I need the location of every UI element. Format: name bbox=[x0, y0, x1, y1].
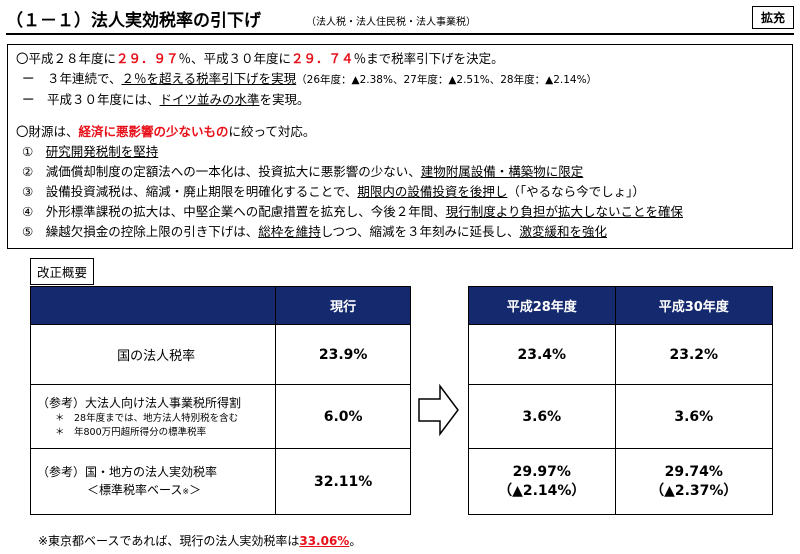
underlined-text: 建物附属設備・構築物に限定 bbox=[420, 164, 584, 179]
overview-label: 改正概要 bbox=[30, 258, 95, 285]
note: ＊ 28年度までは、地方法人特別税を含む bbox=[55, 412, 239, 424]
measure-3: ③ 設備投資減税は、縮減・廃止期限を明確化することで、期限内の設備投資を後押し（… bbox=[16, 182, 792, 202]
underlined-text: 総枠を維持 bbox=[258, 224, 321, 239]
text: ＜標準税率ベース bbox=[87, 482, 183, 497]
page-subtitle: （法人税・法人住民税・法人事業税） bbox=[306, 17, 476, 28]
col-h30: 平成30年度 bbox=[614, 286, 774, 325]
text: ② 減価償却制度の定額法への一本化は、投資拡大に悪影響の少ない、 bbox=[22, 164, 421, 179]
highlight-text: 経済に悪影響の少ないもの bbox=[78, 124, 229, 139]
text: ④ 外形標準課税の拡大は、中堅企業への配慮措置を拡充し、今後２年間、 bbox=[22, 204, 446, 219]
text: ＞ bbox=[189, 482, 202, 497]
current-effective: 32.11% bbox=[275, 448, 411, 515]
text: ③ 設備投資減税は、縮減・廃止期限を明確化することで、 bbox=[22, 184, 358, 199]
current-business: 6.0% bbox=[275, 384, 411, 449]
title-row: （１－１）法人実効税率の引下げ （法人税・法人住民税・法人事業税） 拡充 bbox=[6, 4, 794, 35]
label-main: （参考）大法人向け法人事業税所得割 bbox=[37, 395, 242, 410]
underlined-text: 税率引下げを実現 bbox=[196, 71, 297, 86]
summary-box: 〇平成２８年度に２９．９７％、平成３０年度に２９．７４％まで税率引下げを決定。 … bbox=[7, 44, 793, 249]
label-sub: ＜標準税率ベース※＞ bbox=[37, 481, 275, 501]
row-label-effective: （参考）国・地方の法人実効税率 ＜標準税率ベース※＞ bbox=[29, 448, 277, 515]
measure-2: ② 減価償却制度の定額法への一本化は、投資拡大に悪影響の少ない、建物附属設備・構… bbox=[16, 162, 792, 182]
text: 〇平成２８年度に bbox=[16, 51, 117, 66]
footnote: ※東京都ベースであれば、現行の法人実効税率は33.06%。 bbox=[38, 532, 361, 549]
measure-1: ① 研究開発税制を堅持 bbox=[16, 142, 792, 162]
h28-effective: 29.97% （▲2.14%） bbox=[468, 448, 616, 515]
summary-line-funding: 〇財源は、経済に悪影響の少ないものに絞って対応。 bbox=[16, 122, 792, 142]
underlined-text: ２％を超える bbox=[121, 71, 197, 86]
underlined-text: 激変緩和を強化 bbox=[519, 224, 608, 239]
underlined-text: 研究開発税制を堅持 bbox=[45, 144, 159, 159]
text: （「やるなら今でしょ」） bbox=[507, 184, 645, 199]
row-label-national: 国の法人税率 bbox=[29, 324, 277, 385]
note-mark: ※ bbox=[182, 486, 190, 496]
note: ＊ 年800万円超所得分の標準税率 bbox=[55, 426, 207, 438]
rate-h28: ２９．９７ bbox=[116, 51, 179, 66]
col-h28: 平成28年度 bbox=[468, 286, 616, 325]
h28-effective-value: 29.97% bbox=[512, 463, 571, 480]
expansion-badge: 拡充 bbox=[751, 6, 794, 29]
tokyo-rate: 33.06% bbox=[299, 534, 350, 548]
header-blank bbox=[29, 286, 277, 325]
text: 〇財源は、 bbox=[16, 124, 79, 139]
text: しつつ、縮減を３年刻みに延長し、 bbox=[320, 224, 520, 239]
h30-national: 23.2% bbox=[614, 324, 774, 385]
h28-effective-diff: （▲2.14%） bbox=[498, 482, 586, 499]
h30-effective: 29.74% （▲2.37%） bbox=[614, 448, 774, 515]
measure-5: ⑤ 繰越欠損金の控除上限の引き下げは、総枠を維持しつつ、縮減を３年刻みに延長し、… bbox=[16, 222, 792, 242]
summary-line-three-years: ー ３年連続で、２％を超える税率引下げを実現（26年度：▲2.38%、27年度：… bbox=[16, 69, 792, 90]
revised-rate-table: 平成28年度 平成30年度 23.4% 23.2% 3.6% 3.6% 29.9… bbox=[468, 286, 774, 515]
text: に絞って対応。 bbox=[228, 124, 316, 139]
page-title: （１－１）法人実効税率の引下げ bbox=[6, 11, 261, 31]
text: 。 bbox=[349, 534, 362, 548]
text: を実現。 bbox=[259, 92, 310, 107]
text: ① bbox=[22, 144, 46, 159]
h30-effective-diff: （▲2.37%） bbox=[650, 482, 738, 499]
h28-national: 23.4% bbox=[468, 324, 616, 385]
underlined-text: ドイツ並みの水準 bbox=[159, 92, 260, 107]
h30-effective-value: 29.74% bbox=[664, 463, 723, 480]
underlined-text: 現行制度より負担が拡大しないことを確保 bbox=[445, 204, 683, 219]
text: ％まで税率引下げを決定。 bbox=[353, 51, 504, 66]
text: ％、平成３０年度に bbox=[178, 51, 292, 66]
col-current: 現行 bbox=[275, 286, 411, 325]
underlined-text: 期限内の設備投資を後押し bbox=[357, 184, 508, 199]
h28-business: 3.6% bbox=[468, 384, 616, 449]
text: ー ３年連続で、 bbox=[22, 71, 122, 86]
current-rate-table: 現行 国の法人税率 23.9% （参考）大法人向け法人事業税所得割 ＊ 28年度… bbox=[29, 286, 411, 515]
current-national: 23.9% bbox=[275, 324, 411, 385]
title-rule bbox=[6, 33, 794, 35]
text: ⑤ 繰越欠損金の控除上限の引き下げは、 bbox=[22, 224, 259, 239]
row-label-business: （参考）大法人向け法人事業税所得割 ＊ 28年度までは、地方法人特別税を含む ＊… bbox=[29, 384, 277, 449]
label-main: （参考）国・地方の法人実効税率 bbox=[37, 464, 218, 479]
summary-line-rate-decision: 〇平成２８年度に２９．９７％、平成３０年度に２９．７４％まで税率引下げを決定。 bbox=[16, 49, 792, 69]
text: ー 平成３０年度には、 bbox=[22, 92, 160, 107]
text: ※東京都ベースであれば、現行の法人実効税率は bbox=[38, 534, 300, 548]
measure-4: ④ 外形標準課税の拡大は、中堅企業への配慮措置を拡充し、今後２年間、現行制度より… bbox=[16, 202, 792, 222]
summary-line-germany: ー 平成３０年度には、ドイツ並みの水準を実現。 bbox=[16, 90, 792, 110]
yearly-cuts: （26年度：▲2.38%、27年度：▲2.51%、28年度：▲2.14%） bbox=[296, 74, 598, 86]
h30-business: 3.6% bbox=[614, 384, 774, 449]
right-arrow-icon bbox=[418, 384, 459, 436]
rate-h30: ２９．７４ bbox=[291, 51, 354, 66]
